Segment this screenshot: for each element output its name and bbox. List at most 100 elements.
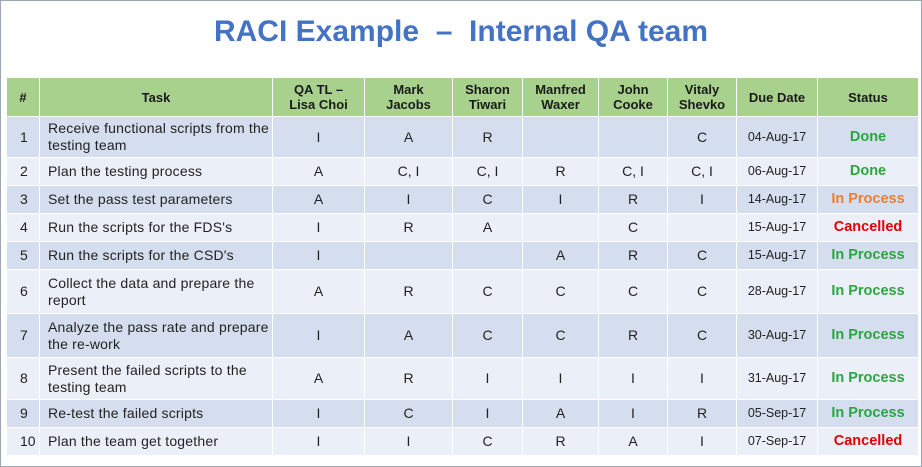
vitaly-shevko-cell: C [667, 269, 737, 314]
sharon-tiwari-cell [452, 241, 523, 270]
qa-tl-cell: I [272, 427, 365, 456]
status-badge: In Process [817, 357, 919, 400]
task-cell: Present the failed scripts to the testin… [39, 357, 273, 400]
mark-jacobs-cell: A [364, 313, 453, 358]
status-badge: In Process [817, 399, 919, 428]
status-badge: Cancelled [817, 427, 919, 456]
mark-jacobs-cell: I [364, 427, 453, 456]
sharon-tiwari-cell: I [452, 357, 523, 400]
manfred-waxer-cell: I [522, 357, 599, 400]
status-badge: In Process [817, 185, 919, 214]
mark-jacobs-cell [364, 241, 453, 270]
vitaly-shevko-cell: C, I [667, 157, 737, 186]
table-body: 1 Receive functional scripts from the tes… [6, 116, 919, 456]
status-badge: Done [817, 116, 919, 158]
row-number: 7 [6, 313, 40, 358]
header-due-date: Due Date [736, 77, 818, 117]
vitaly-shevko-cell: I [667, 427, 737, 456]
manfred-waxer-cell: R [522, 427, 599, 456]
john-cooke-cell: R [598, 313, 668, 358]
sharon-tiwari-cell: C [452, 269, 523, 314]
due-date-cell: 05-Sep-17 [736, 399, 818, 428]
row-number: 1 [6, 116, 40, 158]
due-date-cell: 07-Sep-17 [736, 427, 818, 456]
task-cell: Plan the team get together [39, 427, 273, 456]
task-cell: Run the scripts for the CSD's [39, 241, 273, 270]
qa-tl-cell: A [272, 357, 365, 400]
sharon-tiwari-cell: C [452, 185, 523, 214]
manfred-waxer-cell: C [522, 313, 599, 358]
header-qa-tl: QA TL – Lisa Choi [272, 77, 365, 117]
vitaly-shevko-cell: C [667, 116, 737, 158]
task-cell: Set the pass test parameters [39, 185, 273, 214]
john-cooke-cell: I [598, 357, 668, 400]
john-cooke-cell: A [598, 427, 668, 456]
qa-tl-cell: I [272, 241, 365, 270]
table-row: 9 Re-test the failed scripts I C I A I R 05-Sep-… [6, 399, 919, 428]
due-date-cell: 06-Aug-17 [736, 157, 818, 186]
qa-tl-cell: I [272, 313, 365, 358]
task-cell: Analyze the pass rate and prepare the re… [39, 313, 273, 358]
task-cell: Re-test the failed scripts [39, 399, 273, 428]
john-cooke-cell: I [598, 399, 668, 428]
status-badge: In Process [817, 269, 919, 314]
mark-jacobs-cell: I [364, 185, 453, 214]
sharon-tiwari-cell: I [452, 399, 523, 428]
row-number: 6 [6, 269, 40, 314]
row-number: 9 [6, 399, 40, 428]
header-row: # Task QA TL – Lisa Choi Mark Jacobs Sharon Tiw… [6, 77, 919, 117]
due-date-cell: 31-Aug-17 [736, 357, 818, 400]
vitaly-shevko-cell: C [667, 313, 737, 358]
status-badge: In Process [817, 241, 919, 270]
table-row: 10 Plan the team get together I I C R A I 07-Sep… [6, 427, 919, 456]
john-cooke-cell: R [598, 241, 668, 270]
due-date-cell: 28-Aug-17 [736, 269, 818, 314]
mark-jacobs-cell: C [364, 399, 453, 428]
mark-jacobs-cell: A [364, 116, 453, 158]
manfred-waxer-cell: A [522, 399, 599, 428]
due-date-cell: 15-Aug-17 [736, 213, 818, 242]
mark-jacobs-cell: R [364, 357, 453, 400]
header-john-cooke: John Cooke [598, 77, 668, 117]
row-number: 4 [6, 213, 40, 242]
table-row: 8 Present the failed scripts to the testi… [6, 357, 919, 400]
header-manfred-waxer: Manfred Waxer [522, 77, 599, 117]
status-badge: Done [817, 157, 919, 186]
header-num: # [6, 77, 40, 117]
row-number: 10 [6, 427, 40, 456]
john-cooke-cell: C, I [598, 157, 668, 186]
mark-jacobs-cell: C, I [364, 157, 453, 186]
qa-tl-cell: A [272, 185, 365, 214]
row-number: 5 [6, 241, 40, 270]
sharon-tiwari-cell: C, I [452, 157, 523, 186]
row-number: 2 [6, 157, 40, 186]
manfred-waxer-cell [522, 116, 599, 158]
qa-tl-cell: I [272, 399, 365, 428]
task-cell: Run the scripts for the FDS's [39, 213, 273, 242]
vitaly-shevko-cell [667, 213, 737, 242]
task-cell: Plan the testing process [39, 157, 273, 186]
mark-jacobs-cell: R [364, 213, 453, 242]
vitaly-shevko-cell: R [667, 399, 737, 428]
sharon-tiwari-cell: C [452, 313, 523, 358]
table-row: 7 Analyze the pass rate and prepare the r… [6, 313, 919, 358]
header-status: Status [817, 77, 919, 117]
qa-tl-cell: A [272, 269, 365, 314]
table-row: 5 Run the scripts for the CSD's I A R C 15-Aug… [6, 241, 919, 270]
vitaly-shevko-cell: I [667, 357, 737, 400]
sharon-tiwari-cell: A [452, 213, 523, 242]
qa-tl-cell: I [272, 116, 365, 158]
task-cell: Receive functional scripts from the test… [39, 116, 273, 158]
due-date-cell: 04-Aug-17 [736, 116, 818, 158]
task-cell: Collect the data and prepare the report [39, 269, 273, 314]
due-date-cell: 14-Aug-17 [736, 185, 818, 214]
header-sharon-tiwari: Sharon Tiwari [452, 77, 523, 117]
john-cooke-cell: R [598, 185, 668, 214]
row-number: 3 [6, 185, 40, 214]
header-task: Task [39, 77, 273, 117]
vitaly-shevko-cell: C [667, 241, 737, 270]
table-row: 6 Collect the data and prepare the report… [6, 269, 919, 314]
status-badge: Cancelled [817, 213, 919, 242]
table-row: 4 Run the scripts for the FDS's I R A C 15-Aug… [6, 213, 919, 242]
